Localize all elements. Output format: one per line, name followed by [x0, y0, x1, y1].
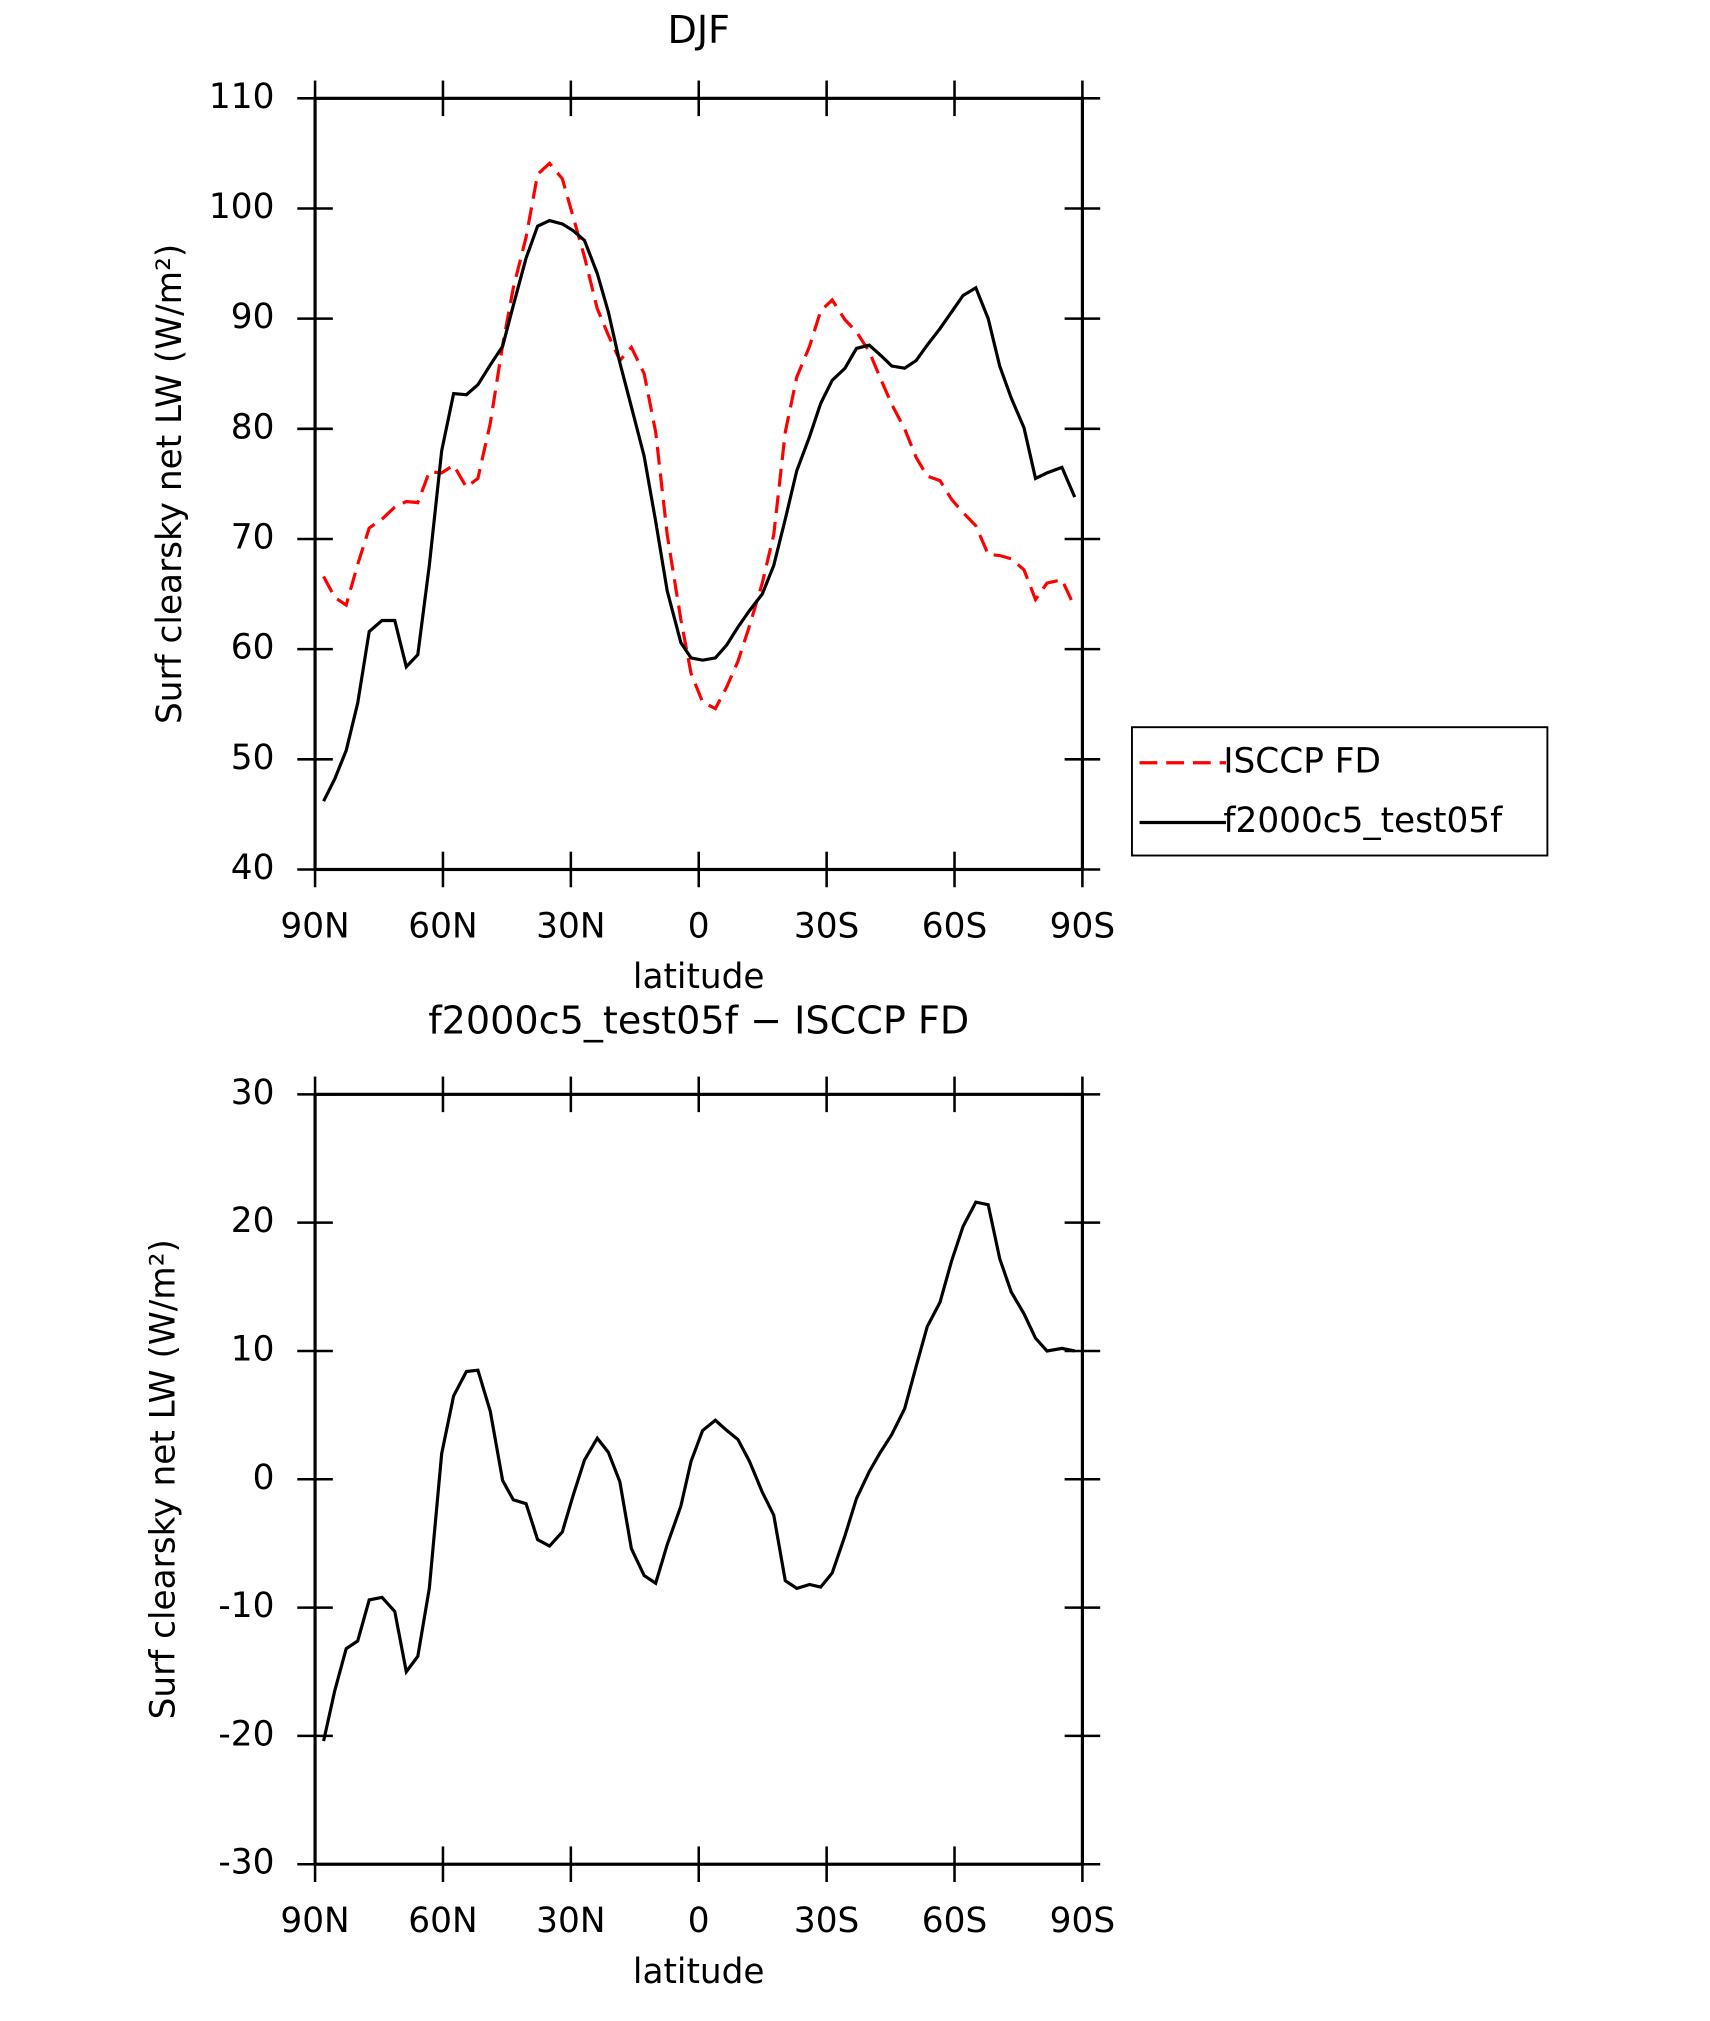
y-axis-label: Surf clearsky net LW (W/m²)	[150, 244, 190, 724]
x-tick-label: 60S	[922, 1901, 987, 1941]
x-tick-label: 30N	[536, 906, 605, 946]
y-tick-label: 100	[209, 187, 274, 227]
y-tick-label: 30	[231, 1073, 275, 1113]
data-line	[322, 161, 1077, 711]
plot-frame	[313, 1092, 1084, 1866]
x-tick-label: 0	[688, 906, 710, 946]
x-tick-label: 30S	[794, 906, 859, 946]
x-tick-label: 60N	[408, 1901, 477, 1941]
x-tick-label: 90N	[280, 1901, 349, 1941]
legend-label: f2000c5_test05f	[1223, 801, 1503, 841]
y-tick-label: 60	[231, 628, 275, 668]
y-tick-label: 70	[231, 517, 275, 557]
y-tick-label: 50	[231, 738, 275, 778]
chart-title: f2000c5_test05f − ISCCP FD	[428, 999, 969, 1043]
y-tick-label: 0	[253, 1458, 275, 1498]
data-line	[322, 218, 1077, 802]
x-tick-label: 60N	[408, 906, 477, 946]
chart-title: DJF	[667, 8, 730, 52]
y-tick-label: -10	[218, 1586, 274, 1626]
y-tick-label: 110	[209, 77, 274, 117]
y-tick-label: 80	[231, 407, 275, 447]
x-tick-label: 30N	[536, 1901, 605, 1941]
x-axis-label: latitude	[633, 957, 765, 997]
plot-frame	[313, 96, 1084, 872]
y-tick-label: -20	[218, 1714, 274, 1754]
legend-label: ISCCP FD	[1223, 741, 1381, 781]
y-tick-label: -30	[218, 1843, 274, 1883]
y-axis-label: Surf clearsky net LW (W/m²)	[144, 1239, 184, 1719]
y-tick-label: 40	[231, 848, 275, 888]
y-tick-label: 20	[231, 1201, 275, 1241]
legend-box	[1131, 726, 1549, 857]
x-tick-label: 30S	[794, 1901, 859, 1941]
x-tick-label: 60S	[922, 906, 987, 946]
x-tick-label: 0	[688, 1901, 710, 1941]
x-axis-label: latitude	[633, 1952, 765, 1992]
x-tick-label: 90S	[1050, 906, 1115, 946]
x-tick-label: 90N	[280, 906, 349, 946]
y-tick-label: 90	[231, 297, 275, 337]
y-tick-label: 10	[231, 1329, 275, 1369]
x-tick-label: 90S	[1050, 1901, 1115, 1941]
data-line	[322, 1200, 1076, 1742]
